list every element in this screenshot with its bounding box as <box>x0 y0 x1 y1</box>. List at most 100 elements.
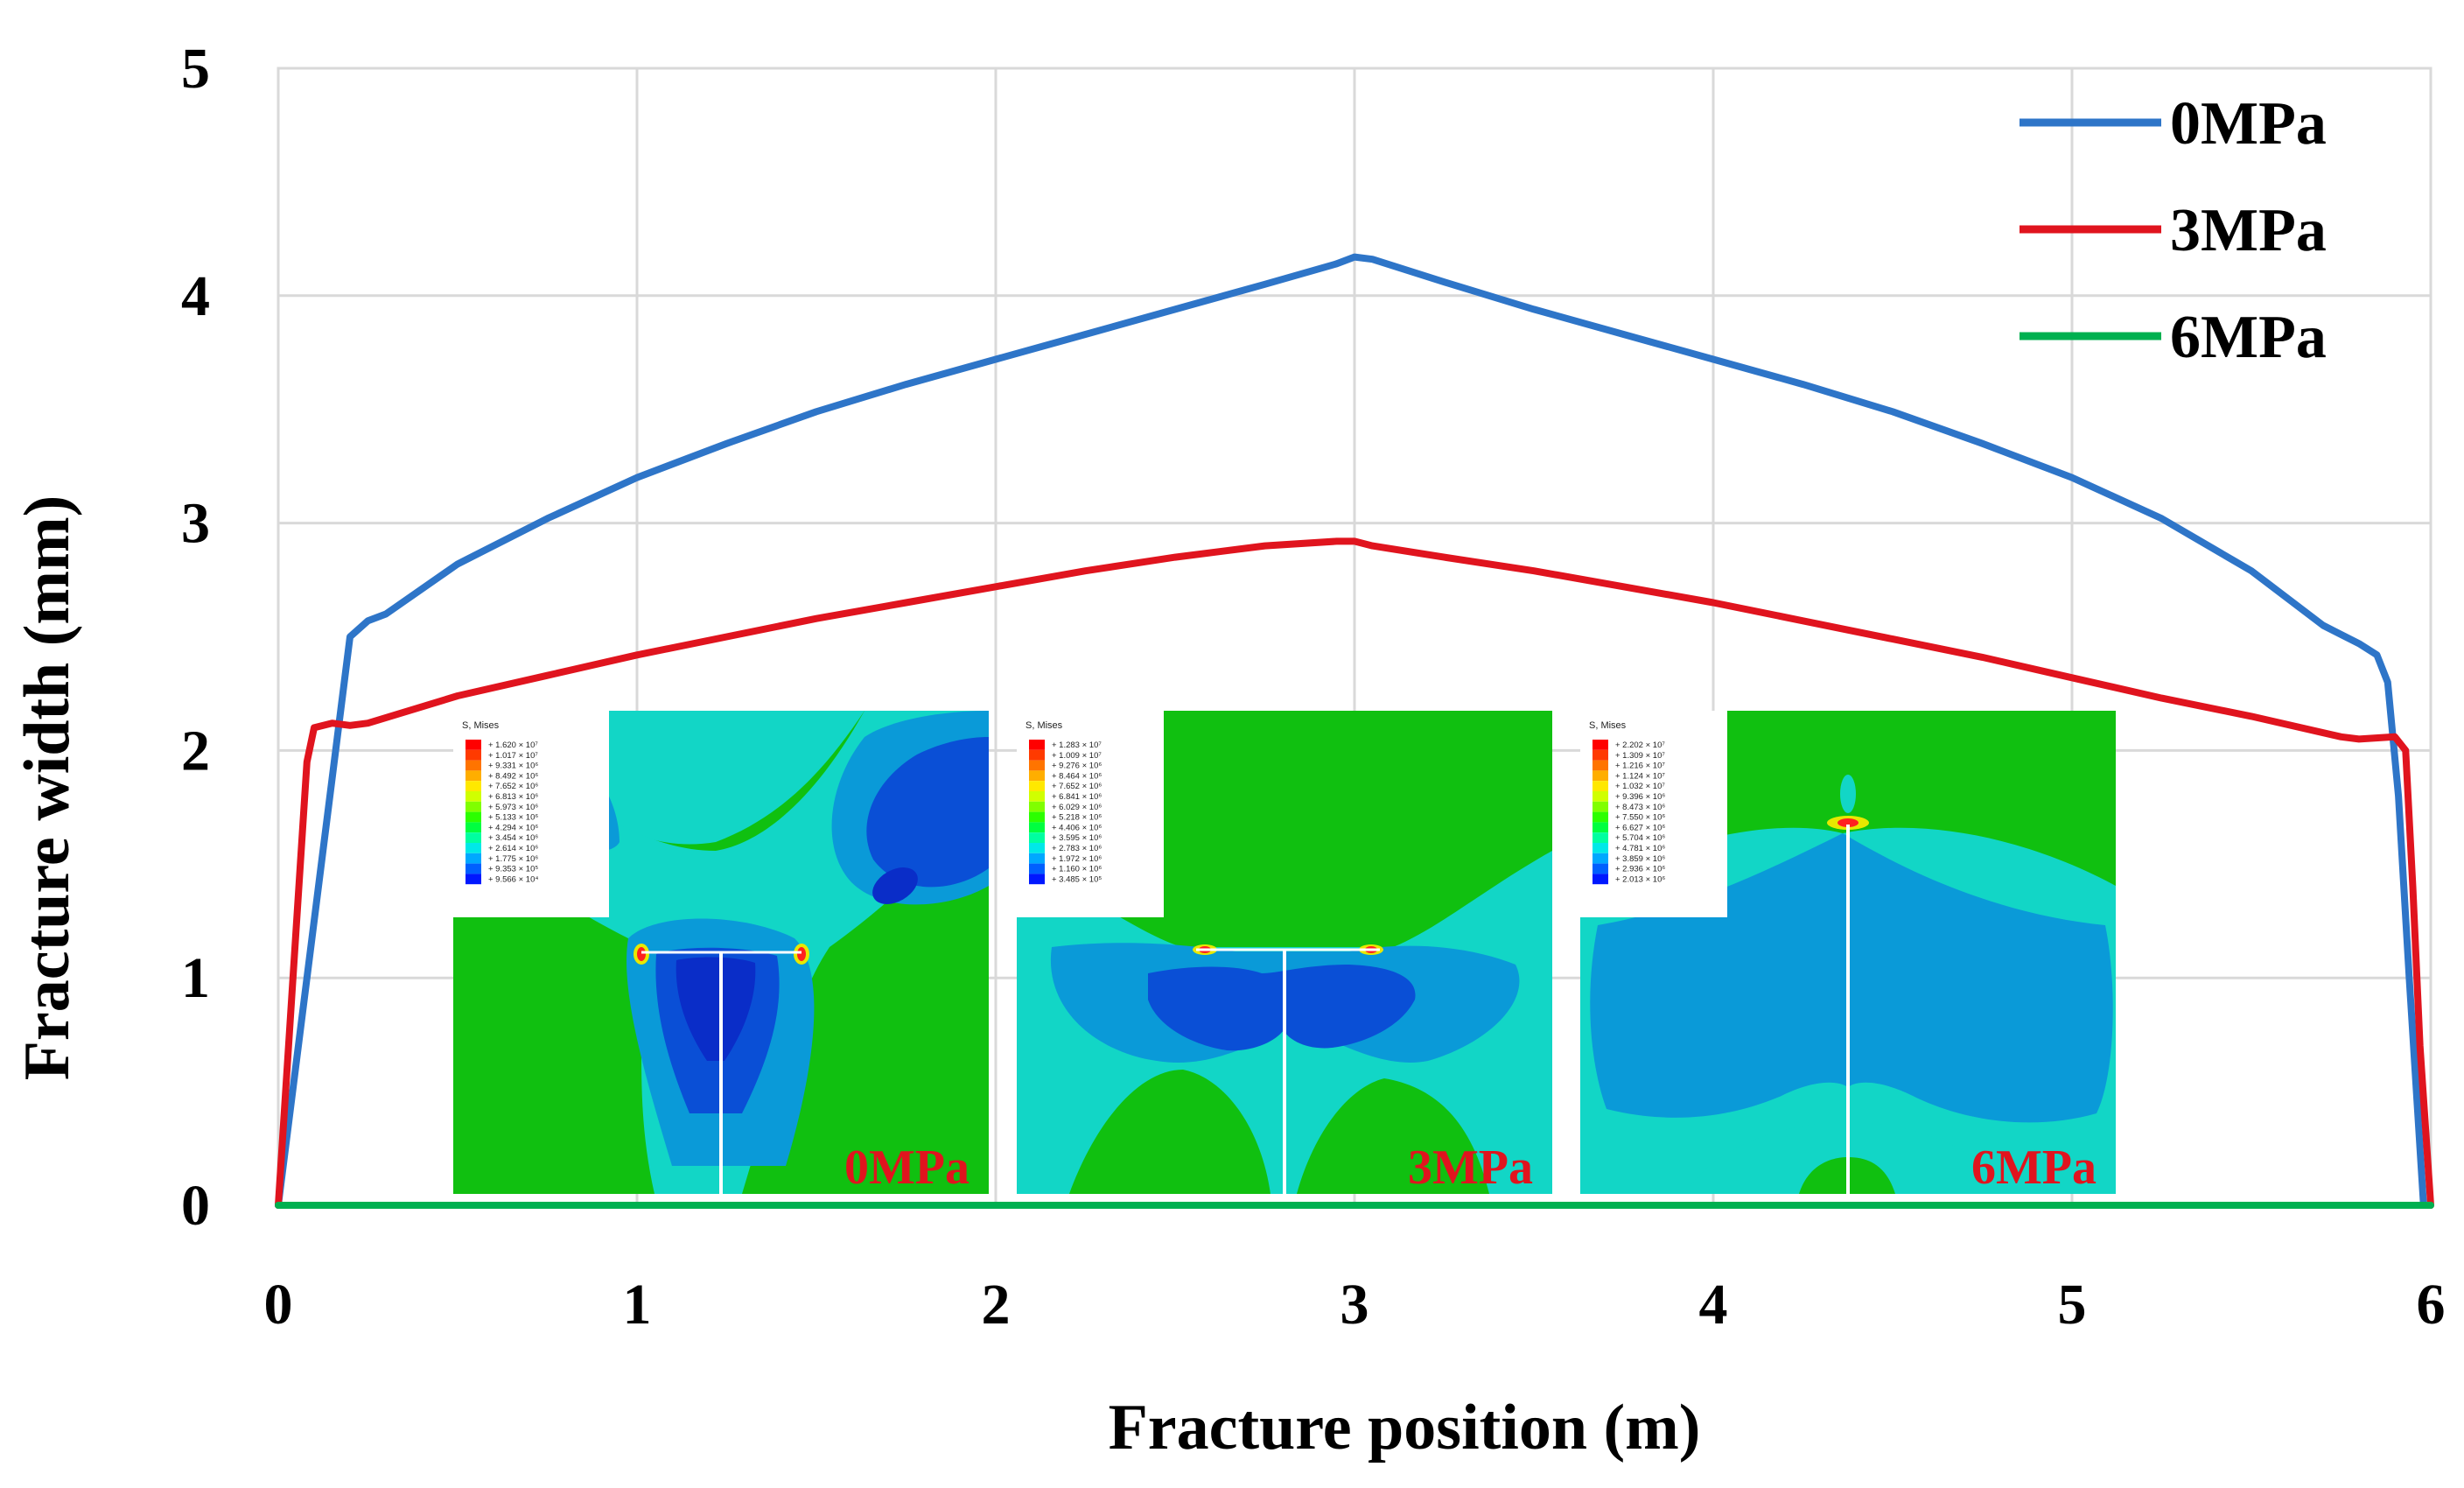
colorbar-swatch <box>1592 740 1608 750</box>
colorbar-title: S, Mises <box>1589 720 1627 731</box>
colorbar-value: + 1.216 × 10⁷ <box>1615 762 1665 771</box>
colorbar-swatch <box>1029 853 1045 864</box>
colorbar-value: + 5.973 × 10⁶ <box>488 803 538 812</box>
colorbar-swatch <box>466 770 481 782</box>
colorbar-swatch <box>1592 749 1608 761</box>
colorbar-value: + 1.017 × 10⁷ <box>488 751 538 761</box>
colorbar-0mpa: S, Mises + 1.620 × 10⁷+ 1.017 × 10⁷+ 9.3… <box>453 711 609 917</box>
axis-ticks: 0 1 2 3 4 5 6 0 1 2 3 4 5 <box>181 37 2446 1337</box>
colorbar-swatch <box>466 853 481 864</box>
colorbar-value: + 1.032 × 10⁷ <box>1615 782 1665 791</box>
colorbar-swatch <box>1592 863 1608 874</box>
colorbar-swatch <box>1029 874 1045 885</box>
colorbar-swatch <box>1029 832 1045 843</box>
inset-label-6mpa: 6MPa <box>1971 1141 2096 1195</box>
colorbar-title: S, Mises <box>1026 720 1063 731</box>
x-tick-label: 5 <box>2058 1273 2087 1337</box>
colorbar-value: + 7.652 × 10⁶ <box>1052 782 1102 791</box>
colorbar-value: + 7.550 × 10⁶ <box>1615 813 1665 823</box>
colorbar-swatch <box>1029 740 1045 750</box>
colorbar-value: + 9.566 × 10⁴ <box>488 874 538 884</box>
colorbar-value: + 1.972 × 10⁶ <box>1052 854 1102 864</box>
colorbar-value: + 4.781 × 10⁶ <box>1615 844 1665 853</box>
colorbar-swatch <box>1592 781 1608 791</box>
colorbar-swatch <box>1029 822 1045 833</box>
y-tick-label: 2 <box>181 719 210 783</box>
legend-label-3mpa: 3MPa <box>2170 197 2327 264</box>
colorbar-value: + 6.841 × 10⁶ <box>1052 792 1102 802</box>
colorbar-value: + 6.813 × 10⁶ <box>488 792 538 802</box>
colorbar-swatch <box>466 781 481 791</box>
colorbar-swatch <box>466 791 481 802</box>
colorbar-value: + 8.473 × 10⁶ <box>1615 803 1665 812</box>
colorbar-swatch <box>1029 781 1045 791</box>
colorbar-value: + 7.652 × 10⁶ <box>488 782 538 791</box>
colorbar-swatch <box>1029 770 1045 782</box>
colorbar-value: + 2.202 × 10⁷ <box>1615 740 1665 750</box>
y-axis-title: Fracture width (mm) <box>11 495 83 1081</box>
colorbar-value: + 1.283 × 10⁷ <box>1052 740 1102 750</box>
colorbar-swatch <box>1592 760 1608 771</box>
inset-contour-0mpa: S, Mises + 1.620 × 10⁷+ 1.017 × 10⁷+ 9.3… <box>453 711 989 1195</box>
colorbar-value: + 8.464 × 10⁶ <box>1052 771 1102 781</box>
colorbar-swatch <box>1592 853 1608 864</box>
colorbar-swatch <box>1029 863 1045 874</box>
x-tick-label: 4 <box>1699 1273 1728 1337</box>
colorbar-swatch <box>1592 811 1608 823</box>
colorbar-value: + 2.013 × 10⁶ <box>1615 874 1665 884</box>
colorbar-swatch <box>1029 760 1045 771</box>
colorbar-swatch <box>1029 749 1045 761</box>
colorbar-value: + 3.595 × 10⁶ <box>1052 833 1102 843</box>
colorbar-value: + 4.406 × 10⁶ <box>1052 823 1102 832</box>
colorbar-swatch <box>466 760 481 771</box>
colorbar-3mpa: S, Mises + 1.283 × 10⁷+ 1.009 × 10⁷+ 9.2… <box>1017 711 1164 917</box>
y-tick-label: 1 <box>181 946 210 1010</box>
y-tick-label: 3 <box>181 492 210 556</box>
colorbar-swatch <box>1592 832 1608 843</box>
colorbar-swatch <box>1592 791 1608 802</box>
colorbar-swatch <box>1029 801 1045 812</box>
colorbar-value: + 1.160 × 10⁶ <box>1052 865 1102 874</box>
colorbar-swatch <box>1592 801 1608 812</box>
colorbar-value: + 1.309 × 10⁷ <box>1615 751 1665 761</box>
colorbar-swatch <box>466 822 481 833</box>
colorbar-title: S, Mises <box>462 720 500 731</box>
x-tick-label: 3 <box>1340 1273 1369 1337</box>
y-tick-label: 5 <box>181 37 210 101</box>
colorbar-swatch <box>466 832 481 843</box>
colorbar-swatch <box>1029 843 1045 853</box>
colorbar-swatch <box>1029 791 1045 802</box>
series-line-3mpa <box>275 537 2434 1209</box>
legend-label-6mpa: 6MPa <box>2170 304 2327 371</box>
inset-label-3mpa: 3MPa <box>1408 1141 1533 1195</box>
x-axis-title: Fracture position (m) <box>1109 1392 1701 1463</box>
colorbar-swatch <box>466 863 481 874</box>
colorbar-6mpa: S, Mises + 2.202 × 10⁷+ 1.309 × 10⁷+ 1.2… <box>1580 711 1727 917</box>
colorbar-swatch <box>1592 843 1608 853</box>
colorbar-value: + 3.485 × 10⁵ <box>1052 874 1102 884</box>
colorbar-value: + 9.396 × 10⁶ <box>1615 792 1665 802</box>
colorbar-value: + 1.124 × 10⁷ <box>1615 771 1665 781</box>
x-tick-label: 6 <box>2417 1273 2446 1337</box>
y-tick-label: 4 <box>181 264 210 328</box>
y-tick-label: 0 <box>181 1174 210 1238</box>
series-line-0mpa <box>275 253 2427 1209</box>
colorbar-swatch <box>1592 822 1608 833</box>
colorbar-value: + 1.009 × 10⁷ <box>1052 751 1102 761</box>
colorbar-swatch <box>1029 811 1045 823</box>
colorbar-value: + 3.859 × 10⁶ <box>1615 854 1665 864</box>
colorbar-value: + 3.454 × 10⁶ <box>488 833 538 843</box>
colorbar-swatch <box>466 740 481 750</box>
colorbar-swatch <box>1592 770 1608 782</box>
colorbar-value: + 8.492 × 10⁶ <box>488 771 538 781</box>
colorbar-swatch <box>466 874 481 885</box>
colorbar-value: + 2.614 × 10⁶ <box>488 844 538 853</box>
colorbar-value: + 6.029 × 10⁶ <box>1052 803 1102 812</box>
colorbar-value: + 1.620 × 10⁷ <box>488 740 538 750</box>
legend-label-0mpa: 0MPa <box>2170 90 2327 158</box>
colorbar-value: + 2.936 × 10⁶ <box>1615 865 1665 874</box>
colorbar-value: + 1.775 × 10⁶ <box>488 854 538 864</box>
colorbar-value: + 4.294 × 10⁶ <box>488 823 538 832</box>
colorbar-value: + 5.218 × 10⁶ <box>1052 813 1102 823</box>
